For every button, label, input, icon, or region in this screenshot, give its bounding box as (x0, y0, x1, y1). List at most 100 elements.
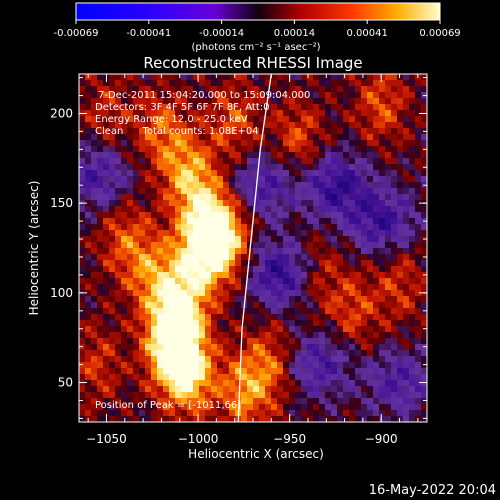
heatmap-cell (331, 296, 338, 303)
heatmap-cell (355, 332, 362, 339)
heatmap-cell (217, 128, 224, 135)
heatmap-cell (109, 98, 116, 105)
heatmap-cell (265, 110, 272, 117)
heatmap-cell (337, 104, 344, 111)
heatmap-cell (241, 110, 248, 117)
heatmap-cell (421, 332, 427, 339)
heatmap-cell (157, 242, 164, 249)
heatmap-cell (253, 260, 260, 267)
heatmap-cell (199, 314, 206, 321)
heatmap-cell (385, 152, 392, 159)
heatmap-cell (319, 314, 326, 321)
heatmap-cell (415, 194, 422, 201)
heatmap-cell (151, 320, 158, 327)
heatmap-cell (313, 182, 320, 189)
heatmap-cell (283, 344, 290, 351)
heatmap-cell (373, 74, 380, 81)
heatmap-cell (175, 362, 182, 369)
heatmap-cell (349, 404, 356, 411)
heatmap-cell (337, 74, 344, 81)
heatmap-cell (103, 326, 110, 333)
heatmap-cell (289, 344, 296, 351)
heatmap-cell (307, 152, 314, 159)
heatmap-cell (307, 230, 314, 237)
heatmap-cell (361, 116, 368, 123)
heatmap-cell (337, 302, 344, 309)
heatmap-cell (79, 86, 86, 93)
heatmap-cell (325, 164, 332, 171)
heatmap-cell (217, 236, 224, 243)
heatmap-cell (367, 236, 374, 243)
heatmap-cell (97, 104, 104, 111)
heatmap-cell (337, 398, 344, 405)
heatmap-cell (397, 338, 404, 345)
heatmap-cell (187, 224, 194, 231)
heatmap-cell (355, 194, 362, 201)
heatmap-cell (415, 368, 422, 375)
heatmap-cell (217, 80, 224, 87)
heatmap-cell (391, 110, 398, 117)
heatmap-cell (229, 362, 236, 369)
heatmap-cell (139, 368, 146, 375)
heatmap-cell (211, 272, 218, 279)
heatmap-cell (349, 296, 356, 303)
heatmap-cell (331, 200, 338, 207)
heatmap-cell (379, 374, 386, 381)
heatmap-cell (181, 296, 188, 303)
heatmap-cell (415, 152, 422, 159)
heatmap-cell (115, 416, 122, 422)
heatmap-cell (181, 230, 188, 237)
heatmap-cell (415, 122, 422, 129)
heatmap-cell (139, 182, 146, 189)
heatmap-cell (409, 80, 416, 87)
heatmap-cell (79, 122, 86, 129)
heatmap-cell (109, 152, 116, 159)
heatmap-cell (241, 122, 248, 129)
heatmap-cell (265, 86, 272, 93)
heatmap-cell (319, 368, 326, 375)
heatmap-cell (199, 218, 206, 225)
heatmap-cell (217, 188, 224, 195)
heatmap-cell (265, 188, 272, 195)
heatmap-cell (295, 98, 302, 105)
heatmap-cell (133, 176, 140, 183)
heatmap-cell (175, 356, 182, 363)
heatmap-cell (247, 302, 254, 309)
heatmap-cell (127, 410, 134, 417)
heatmap-cell (163, 212, 170, 219)
heatmap-cell (325, 386, 332, 393)
heatmap-cell (355, 284, 362, 291)
heatmap-cell (235, 374, 242, 381)
heatmap-cell (331, 158, 338, 165)
heatmap-cell (367, 206, 374, 213)
heatmap-cell (223, 236, 230, 243)
heatmap-cell (403, 326, 410, 333)
heatmap-cell (271, 320, 278, 327)
heatmap-cell (415, 296, 422, 303)
heatmap-cell (235, 122, 242, 129)
heatmap-cell (127, 104, 134, 111)
heatmap-cell (265, 98, 272, 105)
heatmap-cell (277, 362, 284, 369)
heatmap-cell (235, 104, 242, 111)
heatmap-cell (379, 212, 386, 219)
heatmap-cell (151, 272, 158, 279)
heatmap-cell (103, 260, 110, 267)
heatmap-cell (343, 392, 350, 399)
heatmap-cell (373, 272, 380, 279)
heatmap-cell (247, 158, 254, 165)
heatmap-cell (331, 224, 338, 231)
heatmap-cell (169, 74, 176, 81)
heatmap-cell (139, 224, 146, 231)
heatmap-cell (403, 410, 410, 417)
heatmap-cell (79, 380, 86, 387)
heatmap-cell (289, 416, 296, 422)
heatmap-cell (85, 290, 92, 297)
heatmap-cell (199, 350, 206, 357)
heatmap-cell (271, 290, 278, 297)
heatmap-cell (277, 116, 284, 123)
heatmap-cell (199, 260, 206, 267)
heatmap-cell (271, 212, 278, 219)
heatmap-cell (421, 176, 427, 183)
heatmap-cell (319, 308, 326, 315)
